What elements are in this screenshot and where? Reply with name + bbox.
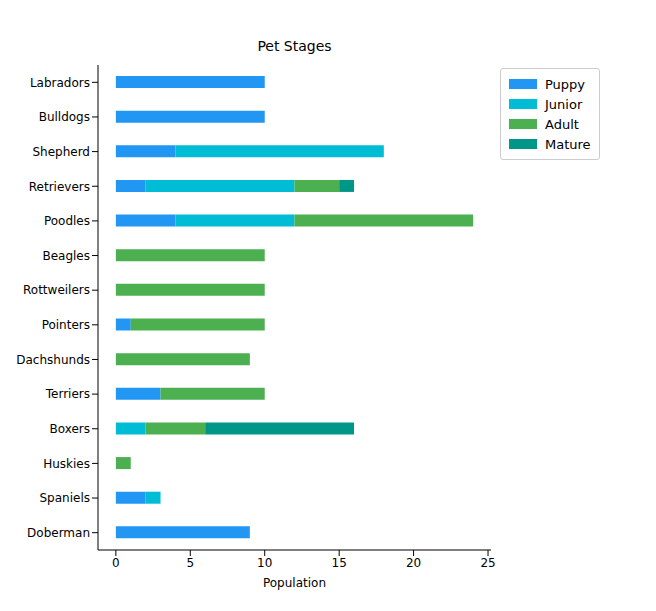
svg-text:Shepherd: Shepherd xyxy=(32,145,90,159)
svg-text:Spaniels: Spaniels xyxy=(40,491,91,505)
svg-text:Doberman: Doberman xyxy=(27,526,90,540)
svg-text:Labradors: Labradors xyxy=(30,76,90,90)
html-text:Mature: Mature xyxy=(545,136,591,152)
svg-text:Beagles: Beagles xyxy=(42,249,90,263)
html-text:Adult: Adult xyxy=(545,116,579,132)
svg-text:Huskies: Huskies xyxy=(43,457,90,471)
svg-text:20: 20 xyxy=(406,556,421,570)
svg-text:25: 25 xyxy=(480,556,495,570)
html-text:Pet Stages: Pet Stages xyxy=(257,38,332,54)
svg-text:Terriers: Terriers xyxy=(45,387,90,401)
svg-text:Dachshunds: Dachshunds xyxy=(16,353,90,367)
svg-text:Bulldogs: Bulldogs xyxy=(39,110,90,124)
svg-text:Pointers: Pointers xyxy=(42,318,90,332)
svg-text:0: 0 xyxy=(112,556,120,570)
svg-text:Poodles: Poodles xyxy=(44,214,90,228)
svg-text:Population: Population xyxy=(263,576,326,590)
html-text:Puppy: Puppy xyxy=(545,76,586,92)
html-text:Junior: Junior xyxy=(545,96,583,112)
svg-text:Rottweilers: Rottweilers xyxy=(23,283,90,297)
svg-text:Boxers: Boxers xyxy=(49,422,90,436)
svg-text:Retrievers: Retrievers xyxy=(29,180,90,194)
svg-text:10: 10 xyxy=(257,556,272,570)
svg-text:5: 5 xyxy=(186,556,194,570)
svg-text:15: 15 xyxy=(332,556,347,570)
